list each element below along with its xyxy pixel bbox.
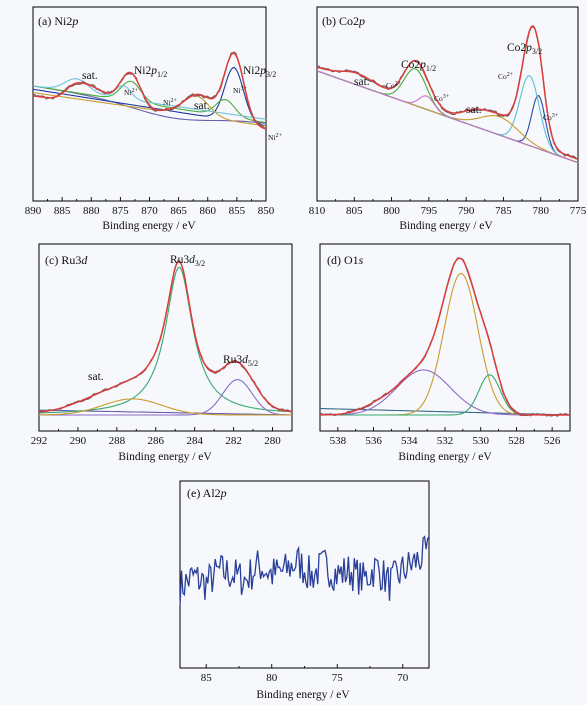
panel-d-xlabel: Binding energy / eV xyxy=(398,451,492,463)
panel-b-tick-label-0: 810 xyxy=(309,205,326,217)
panel-a-ni3-component xyxy=(32,80,267,124)
panel-b-sat-label: sat. xyxy=(354,76,370,88)
panel-a-sat-label: sat. xyxy=(82,70,98,82)
panel-b-co2p12-label: Co2p1/2 xyxy=(401,59,436,73)
panel-c-tick-label-5: 282 xyxy=(225,435,242,447)
panel-a-ni2plus-a: Ni2+ xyxy=(124,88,139,97)
panel-d-tick-label-4: 530 xyxy=(472,435,489,447)
panel-b-envelope-curve xyxy=(316,25,579,160)
panel-a-ni2plus-c: Ni2+ xyxy=(268,133,283,142)
panel-c-ru3d52-label: Ru3d5/2 xyxy=(223,354,258,368)
panel-e-tick-label-1: 80 xyxy=(266,672,278,684)
panel-a-ni2p12-label: Ni2p1/2 xyxy=(134,65,167,79)
panel-d-tick-label-1: 536 xyxy=(365,435,382,447)
panel-e-title: (e) Al2p xyxy=(187,486,227,500)
panel-d-adsorbed-component xyxy=(320,369,570,416)
panel-c-tick-label-4: 284 xyxy=(186,435,203,447)
panel-b-co3plus-a: Co3+ xyxy=(434,94,450,103)
panel-c-xlabel: Binding energy / eV xyxy=(118,451,212,463)
panel-c-title: (c) Ru3d xyxy=(45,253,88,267)
panel-a-ni2-component xyxy=(32,67,267,127)
panel-e-xlabel: Binding energy / eV xyxy=(256,689,350,701)
panel-a-ni3plus: Ni2+ xyxy=(163,98,178,107)
panel-c-sat-label: sat. xyxy=(88,371,104,383)
panel-e-measured-curve xyxy=(179,535,430,607)
panel-c-ru3d32-component xyxy=(39,266,293,414)
panel-b-co3plus-b: Co3+ xyxy=(543,113,559,122)
panel-c-tick-label-1: 290 xyxy=(70,435,87,447)
panel-b-tick-label-3: 795 xyxy=(421,205,438,217)
panel-a-tick-label-2: 880 xyxy=(83,205,100,217)
panel-d-tick-label-5: 528 xyxy=(508,435,525,447)
panel-d-tick-label-0: 538 xyxy=(330,435,347,447)
panel-c-tick-label-6: 280 xyxy=(264,435,281,447)
panel-a-measured-curve xyxy=(32,51,267,129)
panel-a-ni2plus-b: Ni3+ xyxy=(233,86,248,95)
curve-layer xyxy=(32,25,579,607)
panel-c-tick-label-3: 286 xyxy=(148,435,165,447)
panel-d-tick-label-6: 526 xyxy=(544,435,561,447)
panel-b-co3-p12-component xyxy=(316,70,579,164)
panel-a-annotations: sat. sat. Ni2p1/2 Ni2p3/2 Ni2+ Ni2+ Ni3+… xyxy=(82,65,283,142)
panel-c-measured-curve xyxy=(38,259,293,413)
panel-a-ni2p32-label: Ni2p3/2 xyxy=(243,65,276,79)
tick-layer: 890 885 880 875 870 865 860 855 850 810 805 800 795 7… xyxy=(25,197,587,684)
panel-b-tick-label-1: 805 xyxy=(346,205,363,217)
panel-a-tick-label-6: 860 xyxy=(200,205,217,217)
panel-a-tick-label-0: 890 xyxy=(25,205,42,217)
panel-d-envelope-curve xyxy=(320,257,570,416)
panel-a-tick-label-8: 850 xyxy=(258,205,275,217)
panel-d-measured-curve xyxy=(319,257,571,418)
panel-c-frame xyxy=(38,243,293,432)
panel-e-tick-label-3: 70 xyxy=(397,672,409,684)
panel-e-tick-label-2: 75 xyxy=(332,672,344,684)
panel-b-tick-label-7: 775 xyxy=(570,205,587,217)
panel-a-envelope-curve xyxy=(32,52,267,130)
panel-c-ru3d32-label: Ru3d3/2 xyxy=(170,254,205,268)
panel-c-ru3d52-component xyxy=(39,379,292,416)
panel-a-tick-label-7: 855 xyxy=(229,205,246,217)
panel-a-xlabel: Binding energy / eV xyxy=(102,220,196,232)
panel-b-co2plus-b: Co2+ xyxy=(498,72,514,81)
panel-b-co2p32-label: Co2p3/2 xyxy=(507,42,542,56)
panel-c-envelope-curve xyxy=(38,260,293,413)
panel-a-tick-label-4: 870 xyxy=(141,205,158,217)
panel-d-frame xyxy=(319,243,571,432)
panel-b-tick-label-2: 800 xyxy=(383,205,400,217)
panel-a-tick-label-5: 865 xyxy=(170,205,187,217)
panel-a-title: (a) Ni2p xyxy=(38,14,78,28)
panel-b-xlabel: Binding energy / eV xyxy=(399,220,493,232)
panel-d-tick-label-3: 532 xyxy=(437,435,454,447)
panel-c-sat-component xyxy=(38,398,292,416)
panel-c-annotations: sat. Ru3d3/2 Ru3d5/2 xyxy=(88,254,258,383)
panel-b-co2plus-a: Co2+ xyxy=(386,81,402,90)
panel-e-tick-label-0: 85 xyxy=(201,672,213,684)
panel-c-tick-label-0: 292 xyxy=(31,435,48,447)
panel-b-sat2-label: sat. xyxy=(466,104,482,116)
panel-a-sat-component xyxy=(32,78,267,120)
panel-c-tick-label-2: 288 xyxy=(109,435,126,447)
panel-a-tick-label-1: 885 xyxy=(54,205,71,217)
panel-a-satellite-component xyxy=(32,92,267,127)
panel-b-tick-label-4: 790 xyxy=(458,205,475,217)
panel-b-tick-label-6: 780 xyxy=(532,205,549,217)
panel-a-sat2-label: sat. xyxy=(194,100,210,112)
panel-b-tick-label-5: 785 xyxy=(495,205,512,217)
panel-b-annotations: sat. sat. Co2p1/2 Co2p3/2 Co2+ Co3+ Co2+… xyxy=(354,42,559,122)
panel-d-tick-label-2: 534 xyxy=(401,435,418,447)
panel-b-title: (b) Co2p xyxy=(322,14,365,28)
panel-a-tick-label-3: 875 xyxy=(112,205,129,217)
panel-d-title: (d) O1s xyxy=(327,253,364,267)
